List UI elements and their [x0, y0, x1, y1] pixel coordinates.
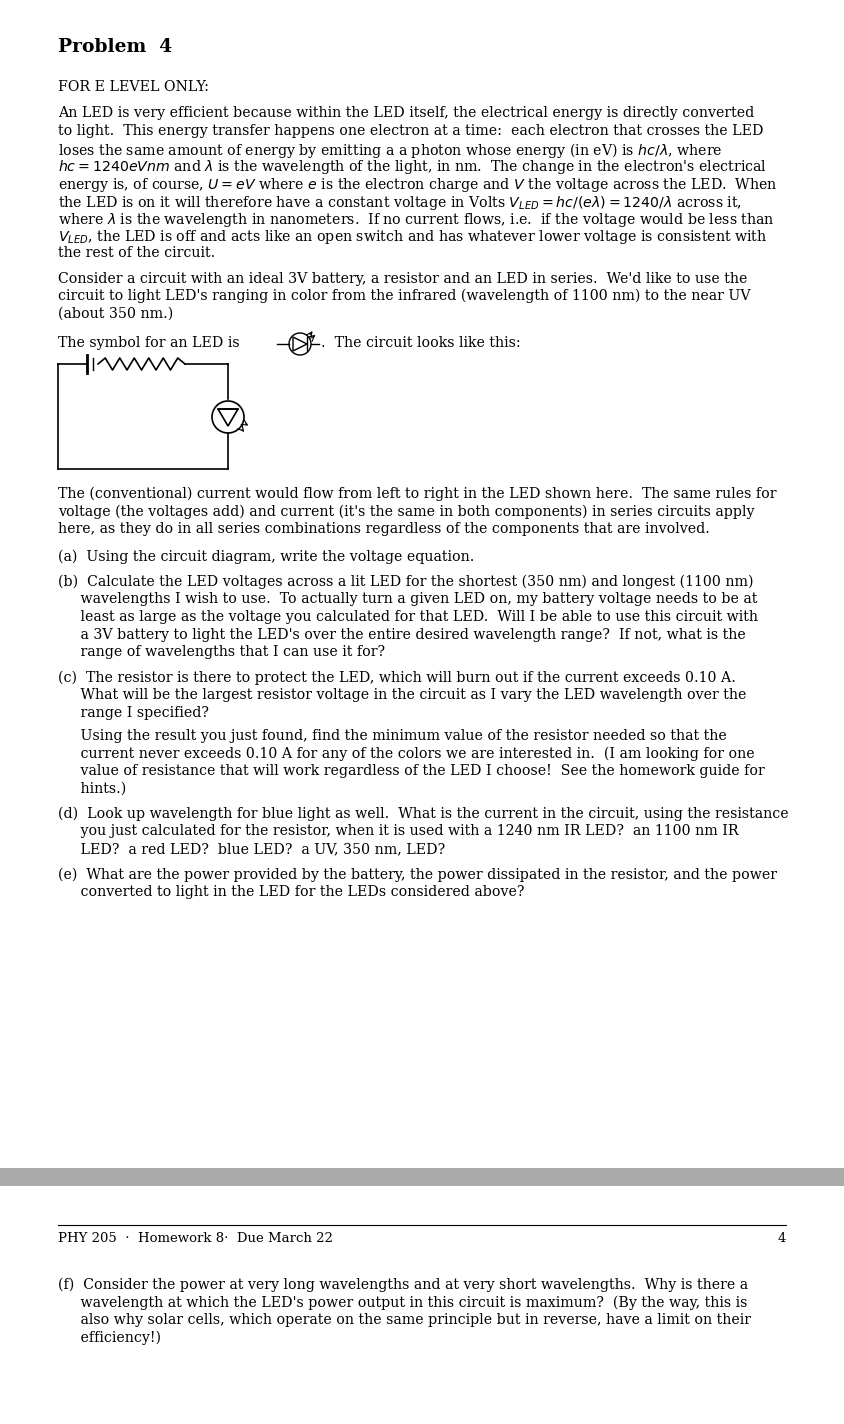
Text: where $\lambda$ is the wavelength in nanometers.  If no current flows, i.e.  if : where $\lambda$ is the wavelength in nan…: [58, 211, 775, 229]
Text: Problem  4: Problem 4: [58, 38, 172, 56]
Text: a 3V battery to light the LED's over the entire desired wavelength range?  If no: a 3V battery to light the LED's over the…: [58, 628, 746, 641]
Text: loses the same amount of energy by emitting a a photon whose energy (in eV) is $: loses the same amount of energy by emitt…: [58, 141, 722, 159]
Text: The symbol for an LED is: The symbol for an LED is: [58, 336, 240, 350]
Text: LED?  a red LED?  blue LED?  a UV, 350 nm, LED?: LED? a red LED? blue LED? a UV, 350 nm, …: [58, 842, 445, 856]
Text: the rest of the circuit.: the rest of the circuit.: [58, 246, 215, 261]
Text: PHY 205  ·  Homework 8·  Due March 22: PHY 205 · Homework 8· Due March 22: [58, 1232, 333, 1245]
Text: voltage (the voltages add) and current (it's the same in both components) in ser: voltage (the voltages add) and current (…: [58, 504, 755, 518]
Text: FOR E LEVEL ONLY:: FOR E LEVEL ONLY:: [58, 80, 209, 94]
Text: least as large as the voltage you calculated for that LED.  Will I be able to us: least as large as the voltage you calcul…: [58, 609, 758, 624]
Text: wavelength at which the LED's power output in this circuit is maximum?  (By the : wavelength at which the LED's power outp…: [58, 1296, 748, 1310]
Text: $V_{LED}$, the LED is off and acts like an open switch and has whatever lower vo: $V_{LED}$, the LED is off and acts like …: [58, 228, 767, 246]
Text: An LED is very efficient because within the LED itself, the electrical energy is: An LED is very efficient because within …: [58, 105, 755, 120]
Text: Consider a circuit with an ideal 3V battery, a resistor and an LED in series.  W: Consider a circuit with an ideal 3V batt…: [58, 272, 748, 285]
Text: range of wavelengths that I can use it for?: range of wavelengths that I can use it f…: [58, 645, 385, 659]
Text: value of resistance that will work regardless of the LED I choose!  See the home: value of resistance that will work regar…: [58, 765, 765, 778]
Text: (f)  Consider the power at very long wavelengths and at very short wavelengths. : (f) Consider the power at very long wave…: [58, 1277, 748, 1293]
Text: (b)  Calculate the LED voltages across a lit LED for the shortest (350 nm) and l: (b) Calculate the LED voltages across a …: [58, 575, 754, 590]
Text: (about 350 nm.): (about 350 nm.): [58, 306, 173, 320]
Text: 4: 4: [777, 1232, 786, 1245]
Text: converted to light in the LED for the LEDs considered above?: converted to light in the LED for the LE…: [58, 884, 524, 899]
Text: Using the result you just found, find the minimum value of the resistor needed s: Using the result you just found, find th…: [58, 729, 727, 743]
Text: here, as they do in all series combinations regardless of the components that ar: here, as they do in all series combinati…: [58, 523, 710, 535]
Text: $hc = 1240eVnm$ and $\lambda$ is the wavelength of the light, in nm.  The change: $hc = 1240eVnm$ and $\lambda$ is the wav…: [58, 158, 767, 177]
Text: range I specified?: range I specified?: [58, 705, 208, 719]
Text: also why solar cells, which operate on the same principle but in reverse, have a: also why solar cells, which operate on t…: [58, 1313, 751, 1327]
Text: hints.): hints.): [58, 782, 127, 796]
Text: you just calculated for the resistor, when it is used with a 1240 nm IR LED?  an: you just calculated for the resistor, wh…: [58, 824, 738, 839]
Text: (c)  The resistor is there to protect the LED, which will burn out if the curren: (c) The resistor is there to protect the…: [58, 671, 736, 685]
Text: (d)  Look up wavelength for blue light as well.  What is the current in the circ: (d) Look up wavelength for blue light as…: [58, 807, 788, 822]
Text: The (conventional) current would flow from left to right in the LED shown here. : The (conventional) current would flow fr…: [58, 487, 776, 501]
Text: (a)  Using the circuit diagram, write the voltage equation.: (a) Using the circuit diagram, write the…: [58, 550, 474, 564]
Text: to light.  This energy transfer happens one electron at a time:  each electron t: to light. This energy transfer happens o…: [58, 124, 764, 138]
Text: (e)  What are the power provided by the battery, the power dissipated in the res: (e) What are the power provided by the b…: [58, 867, 777, 881]
Text: current never exceeds 0.10 A for any of the colors we are interested in.  (I am : current never exceeds 0.10 A for any of …: [58, 746, 755, 760]
Text: .  The circuit looks like this:: . The circuit looks like this:: [321, 336, 521, 350]
Text: wavelengths I wish to use.  To actually turn a given LED on, my battery voltage : wavelengths I wish to use. To actually t…: [58, 592, 757, 607]
Text: efficiency!): efficiency!): [58, 1330, 161, 1344]
Text: energy is, of course, $U = eV$ where $e$ is the electron charge and $V$ the volt: energy is, of course, $U = eV$ where $e$…: [58, 177, 777, 194]
Text: the LED is on it will therefore have a constant voltage in Volts $V_{LED} = hc/(: the LED is on it will therefore have a c…: [58, 194, 742, 212]
Bar: [0, 1168, 844, 1186]
Text: What will be the largest resistor voltage in the circuit as I vary the LED wavel: What will be the largest resistor voltag…: [58, 688, 746, 702]
Text: circuit to light LED's ranging in color from the infrared (wavelength of 1100 nm: circuit to light LED's ranging in color …: [58, 289, 750, 303]
